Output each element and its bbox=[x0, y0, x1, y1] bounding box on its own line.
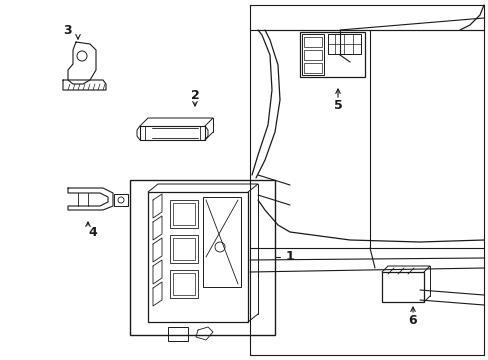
Bar bbox=[170, 200, 198, 228]
Bar bbox=[170, 235, 198, 263]
Bar bbox=[173, 238, 195, 260]
Bar bbox=[327, 34, 360, 54]
Text: 6: 6 bbox=[408, 314, 416, 327]
Bar bbox=[173, 273, 195, 295]
Bar bbox=[170, 270, 198, 298]
Text: 1: 1 bbox=[285, 251, 294, 264]
Bar bbox=[381, 272, 423, 302]
Bar bbox=[130, 180, 274, 335]
Bar bbox=[148, 192, 247, 322]
Bar bbox=[304, 63, 321, 73]
Bar bbox=[173, 203, 195, 225]
Text: 5: 5 bbox=[333, 99, 342, 112]
Bar bbox=[203, 197, 241, 287]
Bar bbox=[302, 34, 324, 75]
Text: 2: 2 bbox=[190, 89, 199, 102]
Bar bbox=[304, 50, 321, 60]
Text: 4: 4 bbox=[88, 225, 97, 239]
Bar bbox=[168, 327, 187, 341]
Text: 3: 3 bbox=[63, 23, 72, 36]
Bar bbox=[299, 32, 364, 77]
Bar bbox=[304, 37, 321, 47]
Bar bbox=[114, 194, 128, 206]
